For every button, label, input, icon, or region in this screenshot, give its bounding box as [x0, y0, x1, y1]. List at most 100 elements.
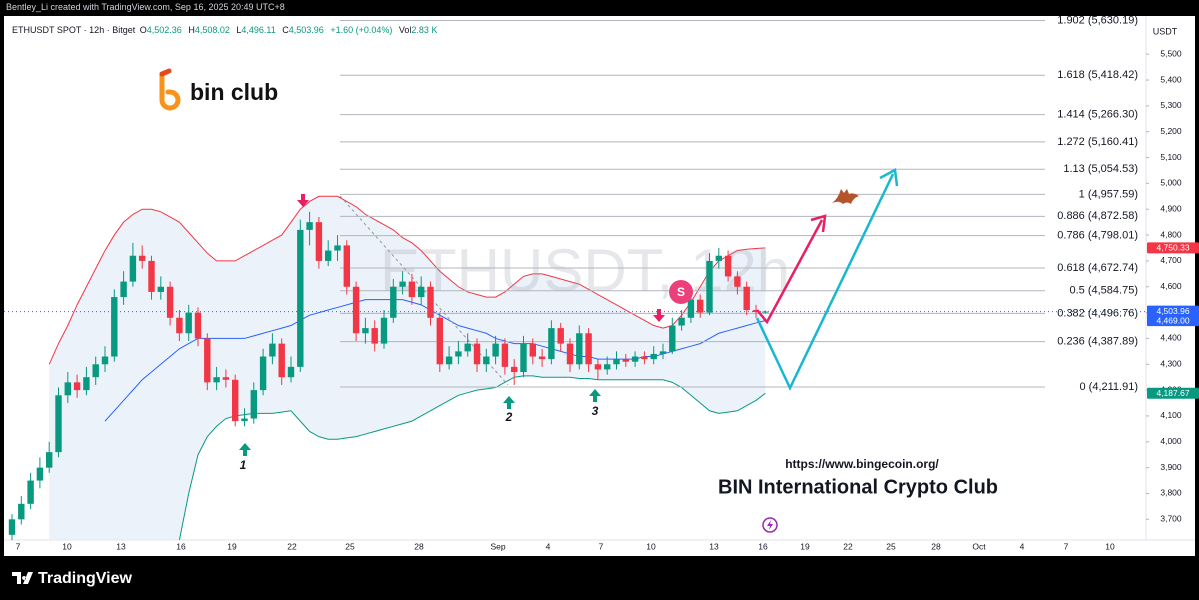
- up-arrow: [589, 389, 601, 402]
- y-tick-label: 4,000: [1160, 436, 1182, 446]
- ohlc-value: 4,502.36: [146, 25, 182, 35]
- pivot-label: 3: [592, 404, 599, 418]
- pivot-label: 1: [240, 458, 247, 472]
- fib-label: 1.618 (5,418.42): [1057, 69, 1138, 81]
- price-tag-label: 4,469.00: [1156, 315, 1189, 325]
- change: +1.60 (+0.04%): [330, 25, 393, 35]
- y-tick-label: 4,600: [1160, 281, 1182, 291]
- candle-body: [557, 328, 564, 344]
- candle-body: [464, 343, 471, 352]
- candle-body: [427, 286, 434, 318]
- markers: 1 2 3 S: [239, 194, 693, 472]
- up-arrow: [239, 443, 251, 456]
- ohlc-key: L: [236, 25, 242, 35]
- price-tag-label: 4,187.67: [1156, 388, 1189, 398]
- price-tag: [1147, 387, 1199, 399]
- candle-body: [315, 222, 323, 261]
- candle-body: [55, 395, 62, 453]
- y-tick-label: 5,100: [1160, 152, 1182, 162]
- band-fill: [49, 196, 766, 540]
- ohlc-value: 4,508.02: [194, 25, 230, 35]
- x-tick-label: 4: [546, 541, 551, 551]
- candle-body: [185, 312, 192, 334]
- candle-body: [641, 356, 648, 360]
- band-line: [178, 375, 766, 541]
- candle-body: [222, 377, 230, 380]
- candle-body: [297, 229, 304, 367]
- candle-body: [371, 328, 378, 344]
- axis-layer: 3,7003,8003,9004,0004,1004,2004,3004,400…: [16, 48, 1199, 551]
- y-tick-label: 5,400: [1160, 74, 1182, 84]
- candle-body: [232, 379, 239, 422]
- y-tick-label: 3,900: [1160, 462, 1182, 472]
- logo-icon: [159, 71, 181, 111]
- candle-body: [250, 390, 257, 419]
- y-tick-label: 4,700: [1160, 255, 1182, 265]
- ohlc-key: H: [188, 25, 195, 35]
- club-name: BIN International Crypto Club: [718, 476, 998, 498]
- fib-label: 0.5 (4,584.75): [1070, 285, 1139, 297]
- logo-icon-accent: [159, 68, 172, 77]
- fib-label: 0.618 (4,672.74): [1057, 262, 1138, 274]
- candle-body: [166, 286, 174, 318]
- price-unit: USDT: [1153, 26, 1178, 36]
- x-tick-label: 13: [709, 541, 719, 551]
- x-tick-label: 25: [886, 541, 896, 551]
- candle-body: [287, 366, 295, 378]
- x-tick-label: 4: [1020, 541, 1025, 551]
- candle-layer: [8, 211, 769, 540]
- ohlc-value: 4,496.11: [241, 25, 276, 35]
- y-tick-label: 5,500: [1160, 48, 1182, 58]
- y-tick-label: 5,200: [1160, 126, 1182, 136]
- y-tick-label: 3,800: [1160, 488, 1182, 498]
- y-tick-label: 4,900: [1160, 203, 1182, 213]
- candle-body: [334, 245, 341, 251]
- ohlc-key: C: [282, 25, 289, 35]
- club-url: https://www.bingecoin.org/: [785, 457, 939, 471]
- up-arrow: [503, 396, 515, 409]
- band-line: [48, 195, 766, 365]
- symbol-legend: ETHUSDT SPOT · 12h · Bitget O4,502.36 H4…: [12, 25, 441, 35]
- candle-body: [204, 338, 211, 383]
- candle-body: [706, 260, 713, 313]
- candle-body: [120, 281, 127, 298]
- candle-body: [604, 364, 611, 370]
- candle-body: [715, 255, 722, 261]
- fib-label: 1 (4,957.59): [1079, 188, 1138, 200]
- candle-body: [269, 343, 276, 357]
- candle-body: [678, 317, 685, 326]
- down-arrow: [297, 194, 309, 207]
- candle-body: [139, 255, 146, 261]
- candle-body: [64, 382, 71, 396]
- cyan-projection: [755, 173, 895, 391]
- x-tick-label: Sep: [490, 541, 505, 551]
- candle-body: [380, 317, 388, 344]
- y-tick-label: 4,400: [1160, 333, 1182, 343]
- y-tick-label: 5,300: [1160, 100, 1182, 110]
- candle-body: [436, 317, 443, 365]
- candle-body: [622, 359, 629, 362]
- candle-body: [455, 351, 462, 357]
- candle-body: [743, 286, 750, 311]
- x-tick-label: 25: [345, 541, 355, 551]
- candle-body: [46, 452, 53, 468]
- candle-body: [724, 255, 732, 277]
- candle-body: [538, 356, 546, 360]
- price-tag: [1147, 242, 1199, 254]
- y-tick-label: 3,700: [1160, 514, 1182, 524]
- candle-body: [36, 467, 44, 481]
- candle-body: [585, 333, 592, 365]
- signal-badge: [669, 280, 693, 304]
- candle-body: [566, 343, 574, 365]
- x-tick-label: 10: [62, 541, 72, 551]
- pivot-label: 2: [505, 410, 513, 424]
- candle-body: [697, 299, 704, 313]
- x-tick-label: 28: [414, 541, 424, 551]
- candle-body: [445, 356, 453, 365]
- signal-label: S: [677, 285, 685, 299]
- candle-body: [27, 480, 34, 504]
- fib-label: 0.886 (4,872.58): [1057, 210, 1138, 222]
- candle-body: [83, 377, 90, 391]
